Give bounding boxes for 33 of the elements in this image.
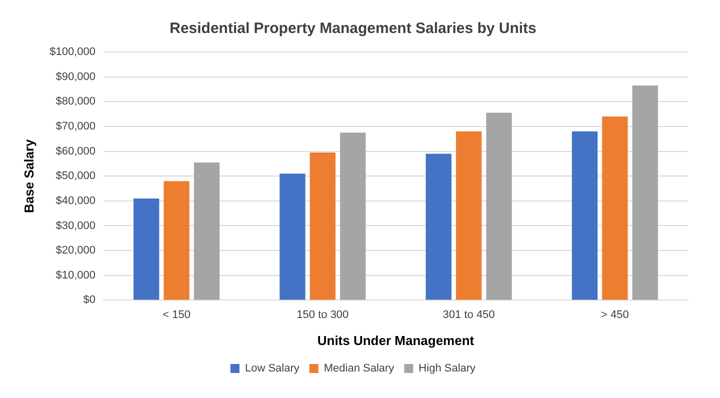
bar (310, 152, 336, 300)
legend-label: Median Salary (324, 362, 395, 375)
y-tick-label: $70,000 (56, 120, 96, 132)
y-tick-label: $100,000 (50, 46, 96, 58)
bar (572, 131, 598, 300)
y-tick-label: $30,000 (56, 220, 96, 232)
bar (632, 86, 658, 300)
x-axis-title: Units Under Management (317, 332, 475, 348)
bar (426, 154, 452, 300)
y-tick-label: $20,000 (56, 244, 96, 257)
legend-label: Low Salary (244, 362, 300, 375)
x-tick-label: < 150 (162, 308, 190, 321)
bar (164, 181, 190, 300)
y-tick-label: $50,000 (56, 170, 96, 182)
bar (486, 112, 512, 300)
bar (456, 131, 482, 300)
y-tick-label: $40,000 (56, 194, 96, 207)
bar (194, 162, 220, 300)
x-tick-label: > 450 (601, 308, 629, 321)
bar (280, 174, 306, 300)
y-tick-label: $60,000 (56, 145, 96, 158)
chart-title: Residential Property Management Salaries by Units (170, 20, 536, 38)
y-tick-label: $80,000 (56, 96, 96, 108)
bar (602, 116, 628, 300)
y-axis-title: Base Salary (21, 138, 36, 213)
legend-label: High Salary (418, 362, 476, 375)
y-tick-label: $90,000 (56, 70, 96, 83)
bar (340, 132, 366, 300)
bar (134, 198, 160, 300)
x-tick-label: 301 to 450 (442, 308, 495, 321)
y-tick-label: $10,000 (56, 269, 96, 282)
x-tick-label: 150 to 300 (296, 308, 349, 321)
y-tick-label: $0 (83, 294, 96, 306)
